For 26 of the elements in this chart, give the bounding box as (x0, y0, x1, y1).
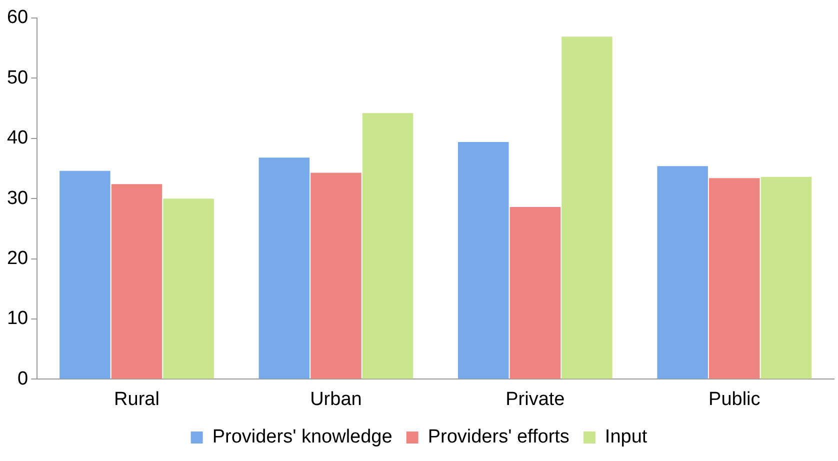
y-tick-label: 40 (6, 128, 28, 149)
legend-label: Providers' knowledge (212, 426, 392, 448)
y-tick-label: 30 (6, 188, 28, 209)
bar (163, 198, 214, 379)
bar (562, 36, 612, 379)
y-tick-label: 50 (6, 67, 28, 88)
y-tick-label: 60 (6, 7, 28, 28)
bar (510, 207, 561, 379)
bar (657, 166, 708, 379)
y-tick-label: 10 (6, 308, 28, 330)
x-tick-label: Public (708, 388, 760, 410)
y-tick-label: 20 (6, 248, 28, 270)
x-tick-label: Private (506, 388, 565, 410)
bar (60, 170, 110, 379)
bar (310, 172, 362, 379)
x-tick-label: Urban (310, 388, 362, 410)
bar (258, 158, 310, 379)
bar (362, 113, 414, 379)
bar (709, 178, 760, 379)
legend-label: Input (604, 426, 648, 448)
bar (458, 142, 509, 379)
legend-label: Providers' efforts (428, 426, 570, 448)
x-tick-label: Rural (114, 388, 160, 410)
bar (760, 176, 812, 379)
y-tick-label: 0 (18, 368, 28, 390)
bar (111, 184, 162, 379)
